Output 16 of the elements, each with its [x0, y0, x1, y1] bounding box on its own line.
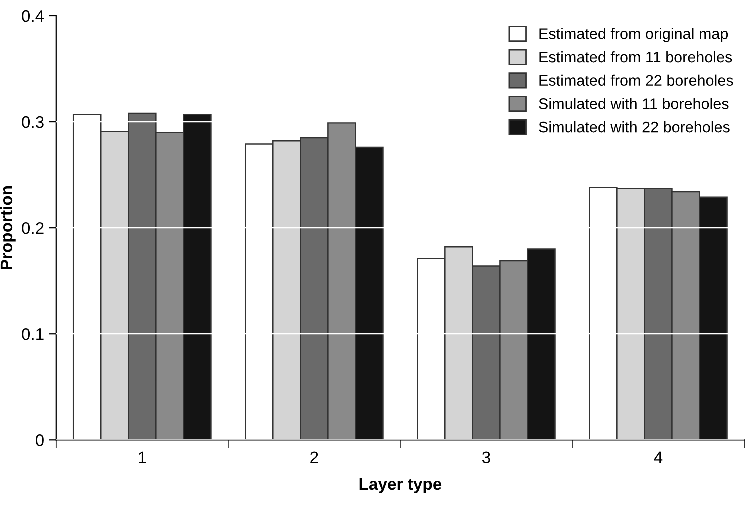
y-tick-label: 0.3	[22, 116, 44, 128]
y-tick-label: 0.4	[22, 10, 44, 22]
x-axis-title: Layer type	[360, 478, 442, 494]
legend-label: Estimated from 22 boreholes	[540, 74, 734, 86]
x-tick-label: 2	[310, 452, 318, 464]
x-tick-label: 1	[139, 452, 146, 464]
x-tick-label: 4	[654, 452, 663, 464]
y-axis-title: Proportion	[0, 186, 16, 270]
legend-label: Simulated with 11 boreholes	[539, 98, 729, 110]
y-tick-label: 0	[36, 434, 44, 446]
legend-label: Estimated from 11 boreholes	[540, 51, 732, 63]
legend-label: Estimated from original map	[540, 28, 728, 42]
y-tick-label: 0.2	[22, 222, 44, 234]
x-tick-label: 3	[482, 452, 490, 464]
y-tick-label: 0.1	[22, 328, 44, 340]
legend-label: Simulated with 22 boreholes	[539, 121, 730, 133]
